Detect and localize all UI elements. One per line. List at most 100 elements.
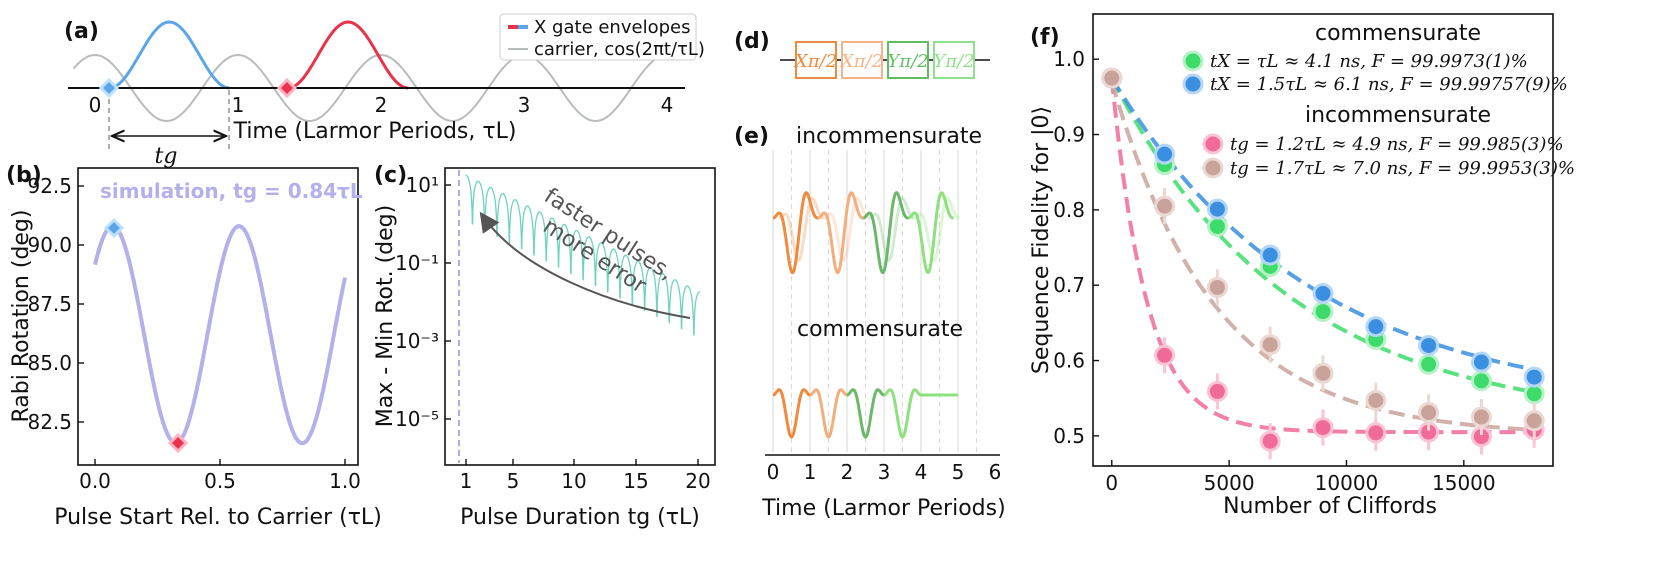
f-legend: commensurate tX = τL ≈ 4.1 ns, F = 99.99…	[1182, 21, 1575, 179]
c-xlabel: Pulse Duration tg (τL)	[460, 505, 700, 530]
f-data-point	[1470, 406, 1492, 428]
panel-e-ticks: 0 1 2 3 4 5 6	[767, 460, 1002, 484]
f-xtick: 5000	[1204, 471, 1255, 495]
a-start-marker-red	[276, 77, 298, 99]
f-data-point	[1206, 215, 1228, 237]
f-ytick: 0.7	[1053, 273, 1085, 297]
b-xtick: 0.5	[204, 469, 236, 493]
f-legend-marker	[1202, 157, 1224, 179]
f-data-point	[1418, 353, 1440, 375]
f-legend-marker	[1182, 73, 1204, 95]
e-top-wave-shadow	[824, 196, 870, 263]
d-gate-box	[841, 41, 883, 79]
f-data-point	[1365, 389, 1387, 411]
a-xlabel: Time (Larmor Periods, τL)	[233, 119, 517, 144]
f-ytick: 0.6	[1053, 349, 1085, 373]
c-tick-marks	[445, 184, 699, 465]
f-data-point	[1418, 402, 1440, 424]
panel-a-curves	[72, 20, 675, 123]
e-bot-wave	[772, 388, 811, 439]
c-trend-arrow	[479, 211, 691, 319]
e-xtick: 1	[804, 460, 817, 484]
c-xtick: 5	[507, 469, 520, 493]
a-legend-entry: X gate envelopes	[534, 17, 690, 38]
e-incommensurate-waveforms	[772, 191, 960, 275]
a-xtick: 3	[518, 93, 531, 117]
e-xtick: 2	[841, 460, 854, 484]
panel-b-frame	[77, 167, 359, 466]
f-data-point	[1101, 67, 1123, 89]
f-legend-entry: tX = 1.5τL ≈ 6.1 ns, F = 99.99757(9)%	[1210, 74, 1568, 95]
f-data-points	[1101, 67, 1545, 460]
e-bottom-label: commensurate	[797, 317, 963, 342]
e-xtick: 5	[952, 460, 965, 484]
a-legend-box	[499, 13, 697, 61]
f-ytick: 0.5	[1053, 424, 1085, 448]
panel-c-ticks: 10¹ 10⁻¹ 10⁻³ 10⁻⁵ 1 5 10 15 20	[395, 173, 711, 493]
e-top-wave	[772, 191, 819, 275]
f-data-point	[1312, 282, 1334, 304]
a-tg-label: tg	[155, 144, 178, 169]
c-xtick: 15	[623, 469, 648, 493]
f-data-point	[1365, 316, 1387, 338]
d-gate-box	[795, 41, 837, 79]
a-xtick: 2	[375, 93, 388, 117]
a-carrier-curve	[72, 53, 675, 123]
panel-f-frame	[1092, 13, 1554, 467]
panel-b-ticks: 92.5 90.0 87.5 85.0 82.5 0.0 0.5 1.0	[27, 174, 360, 493]
f-legend-head: incommensurate	[1305, 103, 1491, 128]
d-gate-label: Xπ/2	[793, 51, 837, 72]
a-envelope-red	[287, 20, 409, 90]
f-ylabel: Sequence Fidelity for |0⟩	[1029, 106, 1054, 374]
f-legend-marker	[1182, 50, 1204, 72]
f-data-point	[1312, 417, 1334, 439]
a-xtick: 1	[232, 93, 245, 117]
e-xtick: 6	[989, 460, 1002, 484]
panel-d: (d) Xπ/2 Xπ/2 Yπ/2 Yπ/2	[734, 29, 990, 79]
c-ytick: 10¹	[406, 173, 439, 197]
panel-c: (c) 10¹ 10⁻¹ 10⁻³ 10⁻⁵ 1 5 10 15 20 fast…	[373, 163, 716, 530]
e-bot-wave	[883, 388, 922, 439]
f-data-point	[1365, 422, 1387, 444]
f-legend-entry: tX = τL ≈ 4.1 ns, F = 99.9973(1)%	[1210, 51, 1528, 72]
panel-d-label: (d)	[734, 29, 770, 54]
f-ytick: 0.8	[1053, 198, 1085, 222]
e-top-wave	[862, 191, 909, 275]
f-data-point	[1259, 244, 1281, 266]
c-annotation: faster pulses, more error	[538, 184, 677, 300]
c-ytick: 10⁻⁵	[395, 407, 439, 431]
c-ytick: 10⁻¹	[395, 251, 439, 275]
f-data-point	[1259, 430, 1281, 452]
c-xtick: 1	[460, 469, 473, 493]
a-legend-entry: carrier, cos(2πt/τL)	[534, 39, 705, 60]
f-ytick: 0.9	[1053, 123, 1085, 147]
b-xtick: 0.0	[79, 469, 111, 493]
e-xtick: 3	[878, 460, 891, 484]
f-data-point	[1470, 370, 1492, 392]
c-error-curve	[465, 174, 701, 336]
e-xtick: 0	[767, 460, 780, 484]
b-ytick: 82.5	[27, 410, 72, 434]
panel-a-legend: X gate envelopes carrier, cos(2πt/τL)	[499, 13, 705, 61]
d-gate-box	[933, 41, 975, 79]
e-top-wave-shadow	[914, 196, 960, 263]
panel-b: (b) 92.5 90.0 87.5 85.0 82.5 0.0 0.5 1.0…	[6, 163, 382, 530]
d-gate-label: Yπ/2	[887, 51, 928, 72]
f-data-point	[1206, 198, 1228, 220]
b-ytick: 85.0	[27, 351, 72, 375]
e-xtick: 4	[915, 460, 928, 484]
c-ylabel: Max - Min Rot. (deg)	[373, 205, 398, 427]
b-xlabel: Pulse Start Rel. to Carrier (τL)	[54, 505, 382, 530]
f-xlabel: Number of Cliffords	[1223, 494, 1437, 519]
f-data-point	[1523, 410, 1545, 432]
f-xtick: 15000	[1432, 471, 1496, 495]
e-top-wave	[817, 191, 864, 275]
f-data-point	[1206, 276, 1228, 298]
f-data-point	[1259, 334, 1281, 356]
e-top-wave-shadow	[778, 196, 825, 262]
e-top-label: incommensurate	[796, 124, 982, 149]
a-xtick: 4	[661, 93, 674, 117]
panel-e-label: (e)	[734, 124, 769, 149]
b-annotation: simulation, tg = 0.84τL	[100, 179, 363, 203]
